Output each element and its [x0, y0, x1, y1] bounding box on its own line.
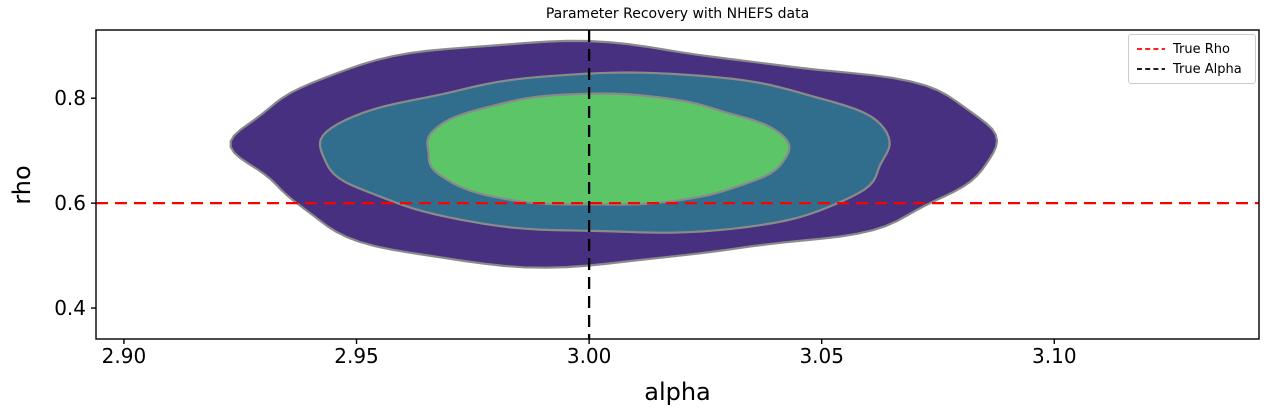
legend-label-true-rho: True Rho: [1173, 41, 1230, 57]
contour-level-inner: [426, 92, 791, 206]
legend: True Rho True Alpha: [1128, 34, 1256, 84]
legend-item-true-alpha: True Alpha: [1136, 59, 1248, 79]
x-tick-label-2.95: 2.95: [334, 344, 379, 368]
y-tick-label-0.4: 0.4: [54, 296, 86, 321]
legend-item-true-rho: True Rho: [1136, 39, 1248, 59]
x-tick-label-3.00: 3.00: [566, 344, 612, 368]
plot-area: [96, 30, 1259, 339]
x-tick-label-2.90: 2.90: [101, 344, 147, 368]
chart-title: Parameter Recovery with NHEFS data: [545, 6, 810, 22]
y-tick-label-0.6: 0.6: [54, 191, 86, 216]
y-tick-label-0.8: 0.8: [54, 86, 86, 111]
x-axis-label: alpha: [644, 378, 711, 406]
red-dashed-line-icon: [1137, 48, 1165, 50]
axes-spines: [95, 29, 1260, 340]
legend-label-true-alpha: True Alpha: [1173, 61, 1242, 77]
black-dashed-line-icon: [1137, 68, 1165, 70]
x-tick-label-3.10: 3.10: [1032, 344, 1077, 368]
x-tick-label-3.05: 3.05: [799, 344, 844, 368]
